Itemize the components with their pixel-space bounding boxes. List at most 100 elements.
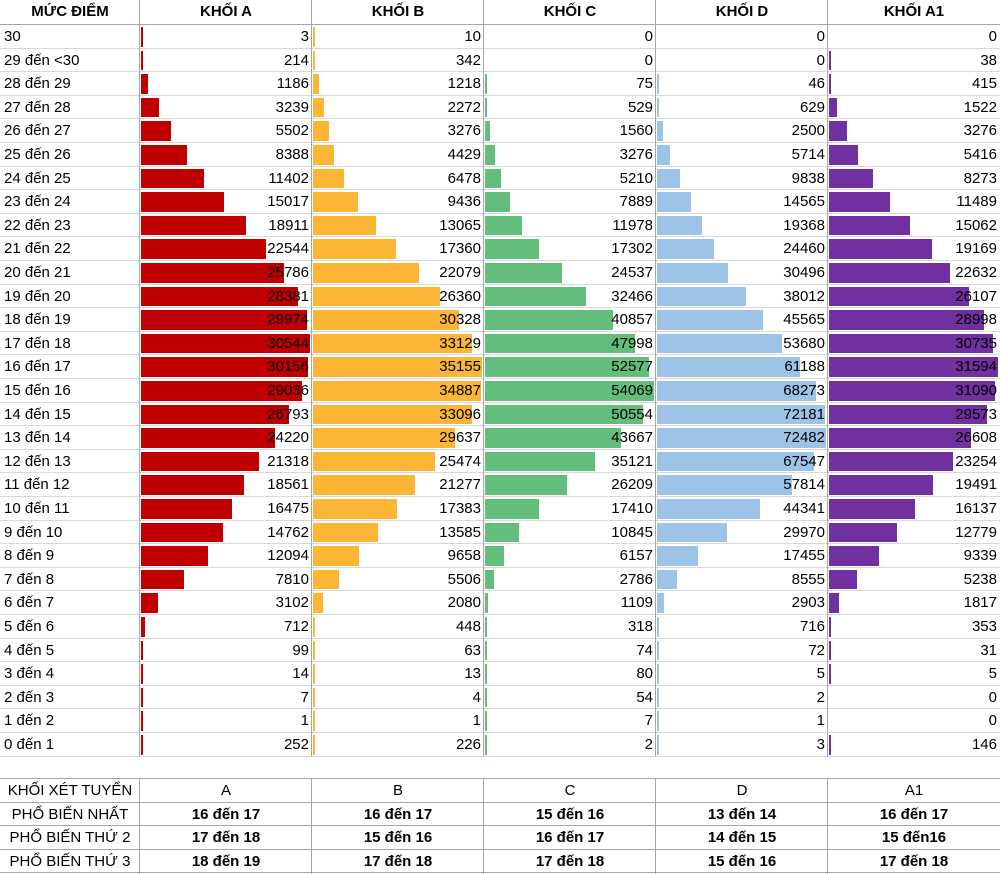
khoi-d-value: 68273: [783, 382, 825, 399]
khoi-c-bar: [485, 617, 487, 637]
table-row: 20 đến 21 25786 22079 24537 30496 22632: [0, 261, 1000, 285]
khoi-d-cell: 53680: [656, 332, 828, 356]
khoi-b-bar: [313, 263, 420, 283]
khoi-a1-bar: [829, 50, 831, 71]
khoi-c-cell: 318: [484, 615, 656, 639]
khoi-a-cell: 252: [140, 733, 312, 757]
summary-row: PHỔ BIẾN NHẤT 16 đến 17 16 đến 17 15 đến 16…: [0, 803, 1000, 827]
score-range-label: 4 đến 5: [4, 641, 55, 659]
khoi-d-value: 53680: [783, 334, 825, 352]
khoi-b-value: 13585: [439, 523, 481, 541]
score-range-label: 5 đến 6: [4, 618, 55, 635]
khoi-a-cell: 25786: [140, 261, 312, 285]
score-range-label: 8 đến 9: [4, 547, 55, 565]
khoi-c-value: 17302: [611, 240, 653, 258]
khoi-c-value: 54: [636, 688, 653, 706]
khoi-a1-bar: [829, 499, 916, 519]
khoi-d-bar: [657, 357, 800, 377]
khoi-d-bar: [657, 333, 783, 354]
khoi-a-value: 1186: [276, 75, 309, 93]
khoi-c-bar: [485, 569, 494, 590]
khoi-a1-cell: 3276: [828, 119, 1000, 143]
summary-khoi-b-value: B: [392, 782, 403, 799]
khoi-b-value: 17383: [439, 500, 481, 517]
table-row: 3 đến 4 14 13 80 5 5: [0, 662, 1000, 686]
khoi-c-value: 11978: [612, 216, 653, 234]
khoi-a-bar: [141, 310, 307, 330]
khoi-b-bar: [313, 735, 315, 755]
khoi-d-value: 17455: [783, 547, 825, 565]
score-range-label: 17 đến 18: [4, 334, 71, 352]
khoi-a-cell: 28381: [140, 285, 312, 309]
khoi-a-bar: [141, 50, 143, 71]
summary-khoi-a-value: 17 đến 18: [191, 829, 261, 847]
khoi-d-bar: [657, 617, 659, 637]
khoi-a-cell: 1186: [140, 72, 312, 96]
khoi-c-bar: [485, 428, 622, 448]
khoi-a-cell: 14762: [140, 521, 312, 545]
score-range-label: 11 đến 12: [4, 476, 70, 494]
khoi-a1-bar: [829, 664, 831, 684]
header-khoi-b: KHỐI B: [371, 3, 425, 20]
khoi-b-value: 22079: [439, 264, 481, 281]
khoi-d-bar: [657, 404, 826, 425]
score-range-label: 7 đến 8: [4, 570, 55, 588]
khoi-a-bar: [141, 145, 188, 165]
khoi-a1-cell: 26107: [828, 285, 1000, 309]
khoi-c-value: 26209: [611, 476, 653, 494]
score-range-label: 16 đến 17: [4, 358, 71, 376]
khoi-b-cell: 6478: [312, 167, 484, 191]
khoi-b-value: 17360: [439, 240, 481, 258]
khoi-d-cell: 45565: [656, 308, 828, 332]
khoi-c-value: 318: [627, 618, 653, 635]
table-row: 7 đến 8 7810 5506 2786 8555 5238: [0, 568, 1000, 592]
khoi-b-value: 3276: [447, 122, 481, 140]
summary-label: PHỔ BIẾN NHẤT: [11, 805, 129, 823]
khoi-c-bar: [485, 168, 502, 189]
khoi-a1-value: 19169: [955, 240, 997, 258]
khoi-d-cell: 46: [656, 72, 828, 96]
table-row: 29 đến <30 214 342 0 0 38: [0, 49, 1000, 73]
khoi-a1-cell: 1522: [828, 96, 1000, 120]
khoi-a-bar: [141, 617, 145, 637]
khoi-c-cell: 0: [484, 25, 656, 49]
khoi-a-cell: 29036: [140, 379, 312, 403]
khoi-d-value: 2: [816, 688, 825, 706]
khoi-c-bar: [485, 664, 487, 684]
khoi-c-bar: [485, 286, 587, 307]
khoi-b-bar: [313, 27, 315, 47]
khoi-c-cell: 80: [484, 662, 656, 686]
score-range-label: 24 đến 25: [4, 169, 71, 187]
khoi-b-bar: [313, 522, 379, 543]
khoi-a1-cell: 15062: [828, 214, 1000, 238]
khoi-c-value: 7889: [619, 193, 653, 211]
khoi-c-cell: 43667: [484, 426, 656, 450]
khoi-b-value: 6478: [447, 169, 481, 187]
khoi-d-cell: 24460: [656, 237, 828, 261]
khoi-a1-value: 0: [988, 28, 997, 45]
khoi-a-bar: [141, 192, 225, 212]
score-range-label: 1 đến 2: [4, 712, 55, 730]
summary-khoi-a1-value: 15 đến16: [881, 829, 947, 847]
khoi-b-value: 1: [472, 712, 481, 730]
khoi-d-cell: 2: [656, 686, 828, 710]
header-score-level: MỨC ĐIỂM: [31, 3, 109, 20]
khoi-b-cell: 33129: [312, 332, 484, 356]
khoi-a1-value: 5238: [963, 570, 997, 588]
khoi-b-cell: 17360: [312, 237, 484, 261]
khoi-a1-bar: [829, 593, 839, 613]
khoi-b-bar: [313, 145, 335, 165]
khoi-b-bar: [313, 215, 376, 236]
summary-khoi-d-value: 15 đến 16: [707, 852, 777, 870]
khoi-d-cell: 14565: [656, 190, 828, 214]
khoi-a1-cell: 23254: [828, 450, 1000, 474]
khoi-a-value: 25786: [267, 264, 309, 281]
khoi-b-value: 13: [464, 665, 481, 683]
khoi-c-cell: 75: [484, 72, 656, 96]
khoi-a1-bar: [829, 310, 985, 330]
khoi-b-value: 2272: [447, 98, 481, 116]
khoi-d-value: 19368: [783, 216, 825, 234]
khoi-d-cell: 19368: [656, 214, 828, 238]
khoi-d-value: 629: [799, 98, 825, 116]
khoi-c-value: 40857: [611, 311, 653, 329]
